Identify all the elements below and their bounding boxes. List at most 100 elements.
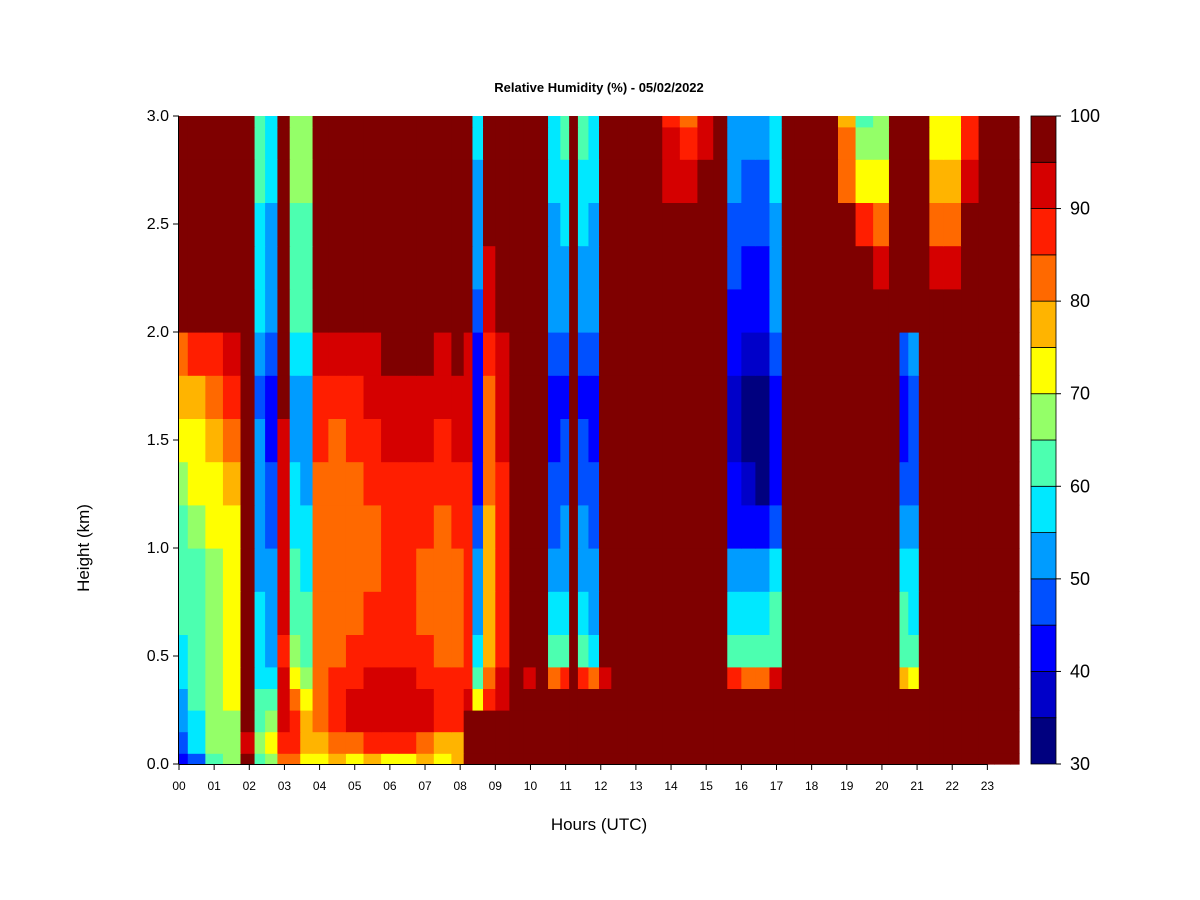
heatmap-cell xyxy=(277,159,291,203)
heatmap-cell xyxy=(908,666,920,689)
heatmap-cell xyxy=(908,591,920,635)
heatmap-cell xyxy=(943,245,962,290)
heatmap-cell xyxy=(961,375,980,419)
heatmap-cell xyxy=(222,591,242,635)
heatmap-cell xyxy=(222,753,242,765)
heatmap-cell xyxy=(240,461,256,506)
heatmap-cell xyxy=(222,288,242,333)
heatmap-cell xyxy=(265,245,279,290)
heatmap-cell xyxy=(929,461,945,506)
heatmap-cell xyxy=(820,159,839,203)
heatmap-cell xyxy=(727,159,742,203)
heatmap-cell xyxy=(222,245,242,290)
heatmap-cell xyxy=(463,634,474,668)
heatmap-cell xyxy=(509,688,525,711)
x-tick-label: 09 xyxy=(489,779,503,793)
heatmap-cell xyxy=(577,159,590,203)
heatmap-cell xyxy=(588,126,600,160)
heatmap-cell xyxy=(888,461,901,506)
heatmap-cell xyxy=(713,753,728,765)
heatmap-cell xyxy=(918,159,930,203)
heatmap-cell xyxy=(769,688,783,711)
heatmap-cell xyxy=(679,591,699,635)
heatmap-cell xyxy=(781,116,795,128)
heatmap-cell xyxy=(588,288,600,333)
heatmap-cell xyxy=(240,634,256,668)
heatmap-cell xyxy=(205,504,224,549)
heatmap-cell xyxy=(794,332,807,376)
heatmap-cell xyxy=(300,126,314,160)
heatmap-cell xyxy=(495,461,510,506)
heatmap-cell xyxy=(560,753,570,765)
heatmap-cell xyxy=(187,548,206,592)
heatmap-cell xyxy=(1010,418,1020,463)
heatmap-cell xyxy=(483,418,496,463)
heatmap-cell xyxy=(662,688,681,711)
heatmap-cell xyxy=(398,418,417,463)
x-tick-label: 01 xyxy=(207,779,221,793)
heatmap-cell xyxy=(569,159,579,203)
heatmap-cell xyxy=(611,666,628,689)
heatmap-cell xyxy=(662,202,681,247)
heatmap-cell xyxy=(240,666,256,689)
heatmap-cell xyxy=(548,591,561,635)
heatmap-cell xyxy=(472,245,484,290)
heatmap-cell xyxy=(855,461,874,506)
heatmap-cell xyxy=(495,375,510,419)
heatmap-cell xyxy=(599,418,612,463)
heatmap-cell xyxy=(644,116,663,128)
heatmap-cell xyxy=(1010,116,1020,128)
heatmap-cell xyxy=(837,504,857,549)
heatmap-cell xyxy=(741,634,757,668)
heatmap-cell xyxy=(509,753,525,765)
heatmap-cell xyxy=(483,288,496,333)
heatmap-cell xyxy=(577,710,590,733)
heatmap-cell xyxy=(727,332,742,376)
heatmap-cell xyxy=(345,332,365,376)
heatmap-cell xyxy=(929,159,945,203)
heatmap-cell xyxy=(929,710,945,733)
heatmap-cell xyxy=(509,375,525,419)
heatmap-cell xyxy=(548,418,561,463)
heatmap-cell xyxy=(300,731,314,754)
heatmap-cell xyxy=(929,332,945,376)
heatmap-cell xyxy=(1010,126,1020,160)
heatmap-cell xyxy=(483,710,496,733)
heatmap-cell xyxy=(837,332,857,376)
heatmap-cell xyxy=(179,548,189,592)
heatmap-cell xyxy=(289,634,301,668)
heatmap-cell xyxy=(899,688,909,711)
heatmap-cell xyxy=(943,688,962,711)
heatmap-cell xyxy=(961,461,980,506)
heatmap-cell xyxy=(363,591,382,635)
heatmap-cell xyxy=(472,288,484,333)
heatmap-cell xyxy=(899,375,909,419)
heatmap-cell xyxy=(312,202,329,247)
heatmap-cell xyxy=(560,288,570,333)
heatmap-cell xyxy=(978,116,995,128)
heatmap-cell xyxy=(918,688,930,711)
heatmap-cell xyxy=(398,591,417,635)
heatmap-cell xyxy=(588,731,600,754)
heatmap-cell xyxy=(929,591,945,635)
heatmap-cell xyxy=(277,548,291,592)
heatmap-cell xyxy=(577,375,590,419)
heatmap-cell xyxy=(755,418,771,463)
heatmap-cell xyxy=(855,666,874,689)
heatmap-cell xyxy=(523,634,537,668)
heatmap-cell xyxy=(398,375,417,419)
x-tick-label: 17 xyxy=(770,779,784,793)
heatmap-cell xyxy=(662,245,681,290)
heatmap-cell xyxy=(560,666,570,689)
heatmap-cell xyxy=(899,731,909,754)
heatmap-cell xyxy=(265,126,279,160)
heatmap-cell xyxy=(277,688,291,711)
heatmap-cell xyxy=(254,159,266,203)
heatmap-cell xyxy=(627,126,646,160)
heatmap-cell xyxy=(416,288,435,333)
heatmap-cell xyxy=(463,753,474,765)
heatmap-cell xyxy=(312,159,329,203)
heatmap-cell xyxy=(1010,332,1020,376)
heatmap-cell xyxy=(713,548,728,592)
heatmap-cell xyxy=(416,159,435,203)
